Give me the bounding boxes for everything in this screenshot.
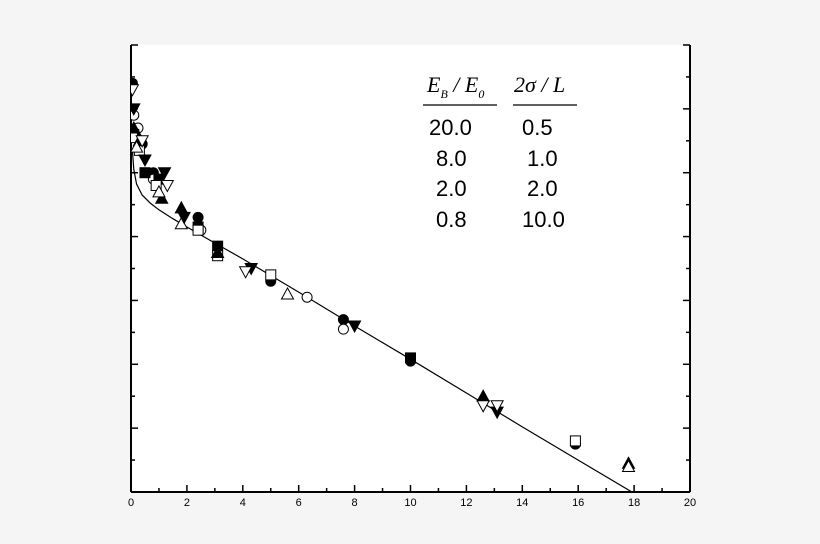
open-square-point — [265, 269, 277, 281]
x-tick-label: 18 — [628, 497, 640, 509]
data-points — [131, 77, 636, 472]
open-square-point — [569, 435, 581, 447]
open-triangle-up-point — [152, 184, 166, 198]
plot-area — [131, 45, 690, 492]
open-triangle-down-point — [160, 179, 175, 193]
filled-triangle-down-point — [347, 320, 362, 334]
open-triangle-up-point — [131, 140, 144, 153]
legend-header-right: 2σ / L — [514, 72, 565, 97]
legend-row-4-right: 10.0 — [522, 207, 565, 232]
filled-square-point — [139, 167, 151, 179]
open-triangle-up-point — [621, 459, 636, 472]
legend-row-4-left: 0.8 — [436, 207, 467, 232]
x-tick-label: 0 — [128, 497, 134, 509]
legend-gap-patch — [497, 110, 513, 154]
x-tick-label: 16 — [572, 497, 584, 509]
axis-ticks — [130, 44, 691, 493]
open-triangle-down-point — [490, 400, 504, 413]
legend-row-1-right: 0.5 — [522, 115, 553, 140]
filled-square-point — [405, 352, 416, 364]
filled-triangle-up-point — [131, 120, 141, 134]
plot-frame — [130, 45, 691, 493]
open-square-point — [192, 224, 204, 236]
open-triangle-up-point — [280, 286, 295, 300]
legend-row-3-right: 2.0 — [527, 176, 558, 201]
x-tick-label: 8 — [352, 497, 358, 509]
x-tick-label: 4 — [240, 497, 246, 509]
x-tick-label: 2 — [184, 497, 190, 509]
filled-circle-point — [337, 314, 349, 326]
fit-line — [131, 150, 634, 492]
x-tick-label: 12 — [460, 497, 472, 509]
legend-row-1-left: 20.0 — [429, 115, 472, 140]
filled-triangle-down-point — [177, 211, 191, 225]
filled-circle-point — [192, 211, 204, 223]
filled-triangle-down-point — [157, 167, 172, 180]
x-tick-label: 20 — [684, 497, 696, 509]
filled-triangle-down-point — [131, 103, 141, 116]
legend-row-3-left: 2.0 — [436, 176, 467, 201]
x-tick-label: 14 — [516, 497, 528, 509]
legend-row-2-right: 1.0 — [527, 146, 558, 171]
legend-header-left: EB / E0 — [426, 72, 484, 101]
open-triangle-down-point — [131, 84, 140, 97]
x-tick-label: 10 — [404, 497, 416, 509]
open-triangle-down-point — [135, 135, 150, 148]
fit-line-group — [131, 150, 634, 492]
open-triangle-down-point — [476, 400, 491, 413]
open-triangle-down-point — [238, 266, 253, 279]
x-tick-label: 6 — [296, 497, 302, 509]
x-tick-labels: 0 2 4 6 8 10 12 14 16 18 20 — [128, 497, 696, 509]
open-circle-point — [337, 323, 349, 335]
filled-triangle-up-point — [154, 191, 169, 204]
open-circle-point — [301, 291, 313, 303]
filled-triangle-up-point — [210, 245, 225, 259]
legend-row-2-left: 8.0 — [436, 146, 467, 171]
filled-triangle-down-point — [138, 154, 152, 167]
legend: EB / E0 2σ / L 20.0 0.5 8.0 1.0 2.0 2.0 … — [423, 72, 577, 232]
